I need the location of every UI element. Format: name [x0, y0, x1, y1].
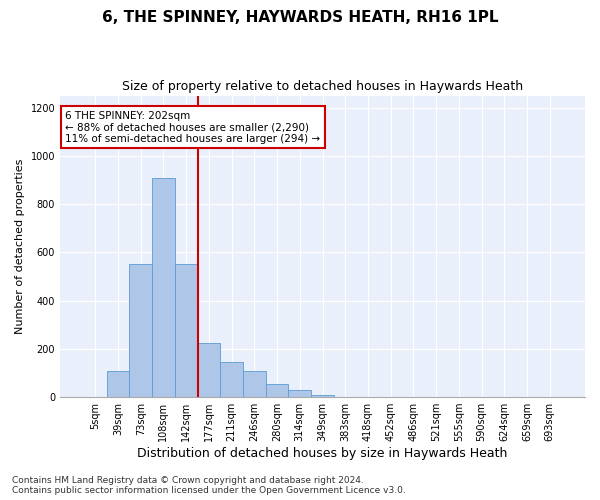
Bar — [175, 264, 197, 397]
Bar — [220, 362, 243, 397]
Bar — [243, 370, 266, 397]
Bar — [107, 370, 130, 397]
Bar — [311, 394, 334, 397]
Bar — [130, 264, 152, 397]
Text: Contains HM Land Registry data © Crown copyright and database right 2024.
Contai: Contains HM Land Registry data © Crown c… — [12, 476, 406, 495]
Text: 6, THE SPINNEY, HAYWARDS HEATH, RH16 1PL: 6, THE SPINNEY, HAYWARDS HEATH, RH16 1PL — [102, 10, 498, 25]
Title: Size of property relative to detached houses in Haywards Heath: Size of property relative to detached ho… — [122, 80, 523, 93]
Bar — [266, 384, 289, 397]
Bar — [197, 343, 220, 397]
X-axis label: Distribution of detached houses by size in Haywards Heath: Distribution of detached houses by size … — [137, 447, 508, 460]
Bar — [152, 178, 175, 397]
Text: 6 THE SPINNEY: 202sqm
← 88% of detached houses are smaller (2,290)
11% of semi-d: 6 THE SPINNEY: 202sqm ← 88% of detached … — [65, 110, 320, 144]
Bar — [289, 390, 311, 397]
Y-axis label: Number of detached properties: Number of detached properties — [15, 158, 25, 334]
